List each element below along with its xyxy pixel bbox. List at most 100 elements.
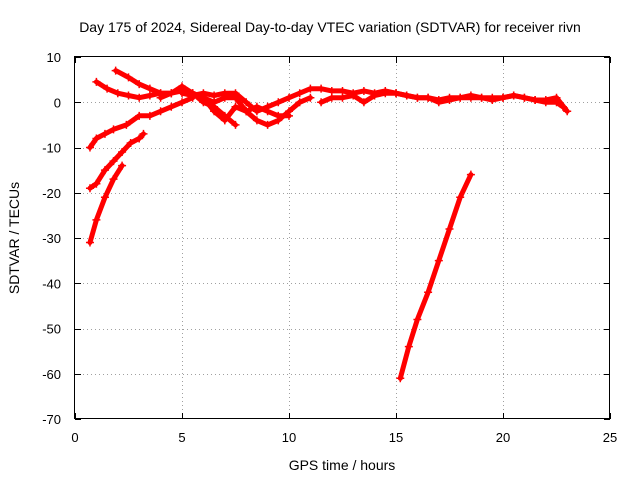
x-tick-label: 10: [282, 430, 296, 445]
data-point: [424, 93, 433, 102]
data-point: [92, 215, 101, 224]
data-point: [445, 95, 454, 104]
data-point: [274, 98, 283, 107]
data-point: [306, 93, 315, 102]
data-point: [220, 89, 229, 98]
data-point: [434, 256, 443, 265]
data-point: [109, 175, 118, 184]
data-point: [327, 86, 336, 95]
y-tick-label: -20: [42, 186, 61, 201]
data-point: [552, 93, 561, 102]
series-trace: [397, 172, 474, 381]
x-tick-label: 0: [71, 430, 78, 445]
data-point: [456, 93, 465, 102]
data-point: [531, 95, 540, 104]
data-point: [199, 89, 208, 98]
y-tick-label: 0: [54, 95, 61, 110]
data-point: [396, 374, 405, 383]
data-point: [445, 224, 454, 233]
data-point: [338, 93, 347, 102]
data-point: [124, 73, 133, 82]
data-point: [156, 107, 165, 116]
data-point: [145, 91, 154, 100]
data-point: [327, 93, 336, 102]
data-point: [499, 93, 507, 102]
x-tick-label: 5: [178, 430, 185, 445]
data-point: [122, 120, 131, 129]
data-point: [306, 84, 315, 93]
y-tick-labels: 10 0 -10 -20 -30 -40 -50 -60 -70: [42, 50, 61, 427]
plot-frame: [74, 56, 610, 419]
data-point: [488, 95, 497, 104]
data-point: [370, 91, 379, 100]
data-point: [92, 134, 101, 143]
ticks: [75, 57, 611, 420]
data-point: [210, 98, 219, 107]
data-point: [424, 288, 433, 297]
data-point: [156, 93, 165, 102]
data-point: [145, 84, 154, 93]
y-tick-label: -70: [42, 412, 61, 427]
data-point: [242, 107, 251, 116]
data-point: [118, 148, 127, 157]
data-point: [111, 66, 120, 75]
y-tick-label: 10: [47, 50, 61, 65]
data-point: [220, 116, 229, 125]
data-point: [126, 138, 135, 147]
data-point: [109, 125, 118, 134]
data-point: [338, 86, 347, 95]
data-point: [295, 89, 304, 98]
data-point: [317, 84, 326, 93]
data-point: [274, 111, 283, 120]
data-point: [563, 107, 572, 116]
data-point: [402, 91, 411, 100]
data-point: [100, 166, 109, 175]
data-point: [210, 91, 219, 100]
series-arc-9: [396, 170, 475, 383]
data-point: [413, 93, 422, 102]
data-point: [178, 98, 186, 107]
data-point: [167, 102, 176, 111]
data-point: [263, 120, 272, 129]
series-arc-8: [317, 89, 572, 116]
data-point: [477, 93, 486, 102]
data-point: [359, 98, 368, 107]
data-point: [231, 120, 240, 129]
data-point: [541, 95, 550, 104]
data-point: [167, 89, 176, 98]
data-point: [113, 89, 122, 98]
x-tick-labels: 0 5 10 15 20 25: [71, 430, 617, 445]
data-point: [509, 91, 518, 100]
data-point: [349, 91, 358, 100]
data-point: [178, 89, 186, 98]
chart-title: Day 175 of 2024, Sidereal Day-to-day VTE…: [79, 19, 581, 35]
data-point: [135, 80, 144, 89]
data-point: [103, 84, 112, 93]
data-point: [285, 111, 293, 120]
data-point: [252, 116, 261, 125]
data-point: [178, 82, 186, 91]
data-point: [231, 89, 240, 98]
x-tick-label: 20: [496, 430, 510, 445]
series-arc-6: [156, 82, 293, 125]
x-tick-label: 25: [603, 430, 617, 445]
data-point: [392, 89, 400, 98]
data-point: [109, 157, 118, 166]
x-tick-label: 15: [389, 430, 403, 445]
data-point: [317, 98, 326, 107]
y-tick-label: -60: [42, 367, 61, 382]
data-layer: [85, 66, 572, 383]
series-trace: [87, 95, 196, 150]
data-point: [118, 161, 127, 170]
y-tick-label: -40: [42, 276, 61, 291]
data-point: [466, 170, 475, 179]
data-point: [100, 129, 109, 138]
data-point: [188, 91, 197, 100]
y-tick-label: -30: [42, 231, 61, 246]
data-point: [413, 315, 422, 324]
y-tick-label: -10: [42, 141, 61, 156]
data-point: [295, 98, 304, 107]
data-point: [263, 102, 272, 111]
data-point: [100, 193, 109, 202]
